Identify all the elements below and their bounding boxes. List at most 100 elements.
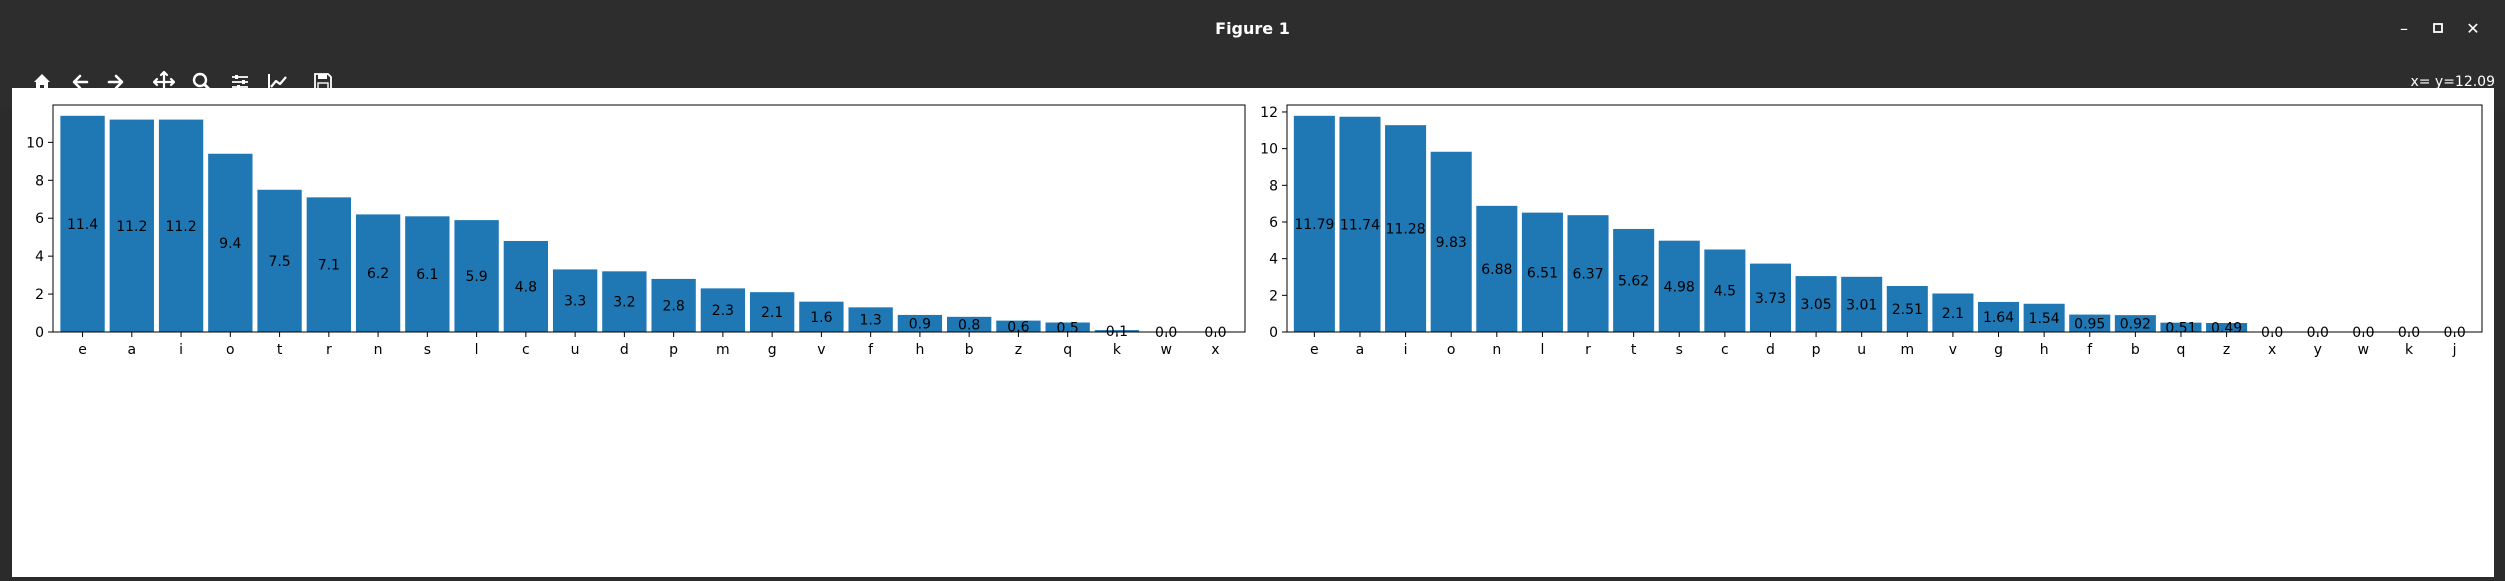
y-tick-label: 0 [1269,325,1278,341]
x-tick-label: i [1404,342,1408,358]
x-tick-label: a [1356,342,1365,358]
bar-value-label: 3.2 [613,295,635,311]
close-icon[interactable]: ✕ [2466,19,2480,38]
bar-value-label: 9.4 [219,236,241,252]
axes-frame [1286,104,2483,333]
bar-value-label: 11.2 [165,219,196,235]
x-tick-label: o [1447,342,1456,358]
x-tick-label: e [78,342,87,358]
x-tick-label: c [522,342,530,358]
bar-h [2023,303,2065,332]
x-tick-label: m [1900,342,1914,358]
maximize-icon[interactable] [2425,16,2451,42]
home-icon[interactable] [26,66,58,98]
bar-value-label: 9.83 [1436,235,1467,251]
x-tick-label: p [669,342,678,358]
x-tick-label: q [2177,342,2186,358]
plot-area: 11.4 e 11.2 a 11.2 i 9.4 o 7.5 t 7.1 r 6.2 n 6.1 s 5.9 l 4… [26,104,2483,358]
bar-m [700,288,746,332]
bar-t [257,189,302,332]
bar-v [1932,293,1974,332]
bar-s [405,216,450,332]
configure-subplots-icon[interactable] [224,66,256,98]
x-tick-label: g [1994,342,2003,358]
x-tick-label: l [1540,342,1544,358]
x-tick-label: u [1857,342,1866,358]
bar-a [109,119,154,332]
bar-u [552,269,598,332]
x-tick-label: d [1766,342,1775,358]
bar-z [2206,323,2248,332]
x-tick-label: a [128,342,137,358]
x-tick-label: k [2405,342,2414,358]
bar-v [799,301,844,332]
bar-value-label: 11.28 [1386,222,1426,238]
bar-a [1339,116,1381,333]
bar-u [1841,276,1883,332]
x-tick-label: q [1063,342,1072,358]
back-icon[interactable] [64,66,96,98]
bar-o [208,153,253,332]
bar-value-label: 4.8 [515,279,537,295]
bar-value-label: 4.98 [1664,279,1695,295]
bar-h [897,314,943,332]
window-title: Figure 1 [1215,19,1290,38]
y-tick-label: 8 [1269,178,1278,194]
x-tick-label: v [817,342,825,358]
title-bar: Figure 1 – ✕ [0,0,2505,56]
y-tick-label: 6 [35,211,44,227]
bar-value-label: 1.3 [860,313,882,329]
y-tick-label: 6 [1269,215,1278,231]
forward-icon[interactable] [100,66,132,98]
bar-l [1521,212,1563,332]
x-tick-label: d [620,342,629,358]
x-tick-label: f [2087,342,2093,358]
y-tick-label: 4 [1269,252,1278,268]
bar-value-label: 11.79 [1294,217,1334,233]
bar-g [749,292,795,332]
x-tick-label: v [1949,342,1957,358]
bar-value-label: 7.5 [268,254,290,270]
x-tick-label: h [915,342,924,358]
bar-e [60,115,105,332]
bar-value-label: 2.8 [662,298,684,314]
x-tick-label: g [768,342,777,358]
bar-i [1385,125,1427,332]
x-tick-label: r [1585,342,1591,358]
bar-f [848,307,893,332]
minimize-icon[interactable]: – [2400,19,2408,38]
bar-value-label: 11.74 [1340,217,1380,233]
bar-p [1795,276,1837,332]
x-tick-label: p [1812,342,1821,358]
y-tick-label: 12 [1260,105,1278,121]
x-tick-label: b [2131,342,2140,358]
bar-value-label: 1.54 [2029,311,2060,327]
x-tick-label: l [475,342,479,358]
bar-value-label: 5.9 [465,269,487,285]
bar-value-label: 3.05 [1800,297,1831,313]
x-tick-label: z [2223,342,2230,358]
bar-value-label: 0.92 [2120,317,2151,333]
x-tick-label: m [716,342,730,358]
bar-value-label: 3.01 [1846,297,1877,313]
bar-b [2114,315,2156,332]
bar-value-label: 11.4 [67,217,98,233]
y-tick-label: 10 [1260,142,1278,158]
bar-k [1094,330,1140,332]
bar-s [1658,240,1700,332]
bar-value-label: 6.51 [1527,265,1558,281]
bar-value-label: 2.1 [1942,306,1964,322]
x-tick-label: k [1113,342,1122,358]
x-tick-label: y [2314,342,2322,358]
bar-value-label: 1.64 [1983,310,2014,326]
bar-value-label: 6.2 [367,266,389,282]
bar-d [602,271,647,332]
bar-value-label: 11.2 [116,219,147,235]
y-tick-label: 0 [35,325,44,341]
bar-n [355,214,401,332]
bar-value-label: 0.6 [1007,319,1029,335]
bar-value-label: 2.51 [1892,302,1923,318]
bar-value-label: 3.3 [564,294,586,310]
subplot-1: 11.4 e 11.2 a 11.2 i 9.4 o 7.5 t 7.1 r 6.2 n 6.1 s 5.9 l 4… [26,104,1246,358]
